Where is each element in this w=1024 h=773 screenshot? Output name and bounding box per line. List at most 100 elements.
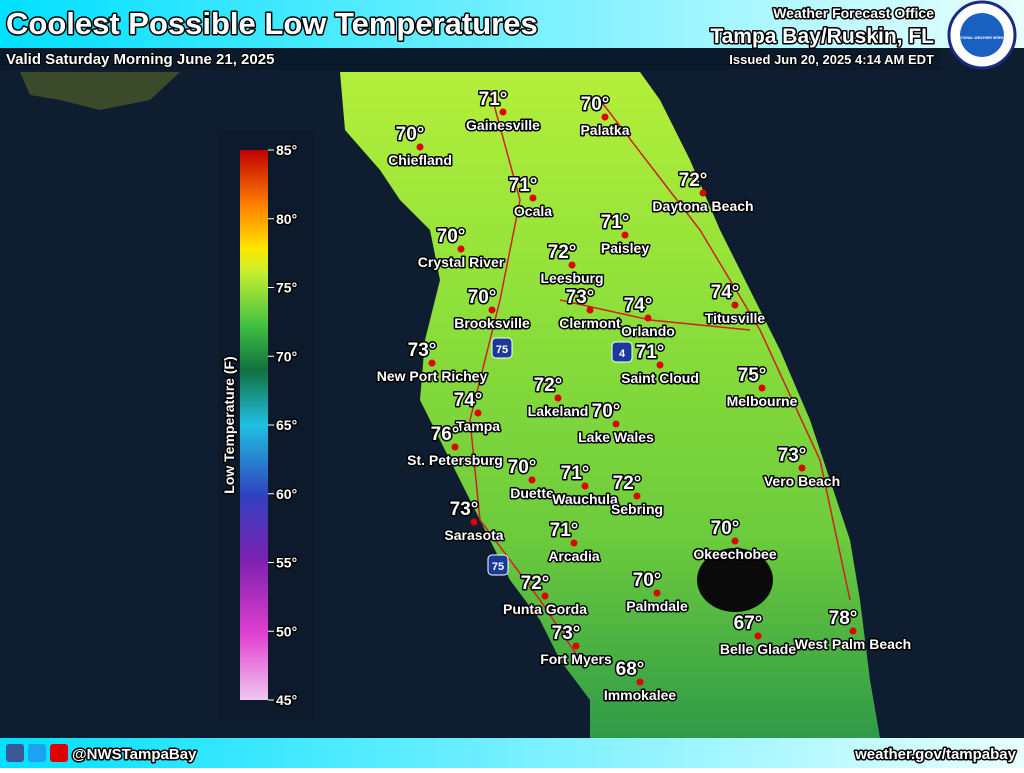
city-temp: 72°	[548, 242, 577, 263]
valid-time: Valid Saturday Morning June 21, 2025	[6, 51, 274, 68]
city-name: Sebring	[611, 501, 663, 517]
city-dot	[754, 632, 762, 640]
city-dot	[644, 314, 652, 322]
city-name: Saint Cloud	[621, 370, 699, 386]
interstate-number: 75	[496, 344, 508, 356]
city-dot	[798, 464, 806, 472]
interstate-number: 4	[619, 348, 626, 360]
city-dot	[499, 108, 507, 116]
city-name: Duette	[510, 485, 554, 501]
city-temp: 74°	[454, 390, 483, 411]
city-dot	[416, 143, 424, 151]
city-name: Arcadia	[548, 548, 600, 564]
legend-label: Low Temperature (F)	[221, 356, 237, 493]
city-name: Brooksville	[454, 315, 530, 331]
city-name: Palatka	[580, 122, 629, 138]
title: Coolest Possible Low Temperatures	[6, 6, 538, 41]
youtube-icon[interactable]	[50, 744, 68, 762]
city-dot	[570, 539, 578, 547]
city-name: Okeechobee	[693, 546, 776, 562]
city-dot	[470, 518, 478, 526]
city-dot	[621, 231, 629, 239]
city-temp: 67°	[734, 613, 763, 634]
city-dot	[554, 394, 562, 402]
website-url[interactable]: weather.gov/tampabay	[853, 745, 1019, 765]
city-temp: 73°	[552, 623, 581, 644]
city-temp: 78°	[829, 608, 858, 629]
subheader-bar	[0, 48, 940, 70]
city-dot	[568, 261, 576, 269]
city-name: Crystal River	[418, 254, 505, 270]
legend-tick-label: 70°	[276, 348, 297, 364]
city-dot	[428, 359, 436, 367]
city-temp: 72°	[534, 375, 563, 396]
city-dot	[758, 384, 766, 392]
twitter-icon[interactable]	[28, 744, 46, 762]
city-temp: 76°	[431, 424, 460, 445]
city-name: Punta Gorda	[503, 601, 587, 617]
city-dot	[529, 194, 537, 202]
city-name: Orlando	[621, 323, 675, 339]
city-dot	[528, 476, 536, 484]
city-name: Wauchula	[552, 491, 618, 507]
city-temp: 75°	[738, 365, 767, 386]
city-dot	[541, 592, 549, 600]
city-dot	[849, 627, 857, 635]
city-name: Lakeland	[528, 403, 589, 419]
city-name: Sarasota	[444, 527, 503, 543]
city-temp: 70°	[508, 457, 537, 478]
city-temp: 71°	[479, 89, 508, 110]
city-temp: 70°	[468, 287, 497, 308]
logo-text: NATIONAL WEATHER SERVICE	[956, 36, 1009, 40]
facebook-icon[interactable]	[6, 744, 24, 762]
city-dot	[488, 306, 496, 314]
city-dot	[636, 678, 644, 686]
city-temp: 72°	[613, 473, 642, 494]
city-temp: 72°	[521, 573, 550, 594]
city-temp: 68°	[616, 659, 645, 680]
office: Weather Forecast Office	[773, 5, 934, 21]
lake-okeechobee	[697, 548, 773, 612]
city-name: Immokalee	[604, 687, 677, 703]
city-temp: 70°	[633, 570, 662, 591]
city-temp: 73°	[778, 445, 807, 466]
city-dot	[633, 492, 641, 500]
city-dot	[581, 482, 589, 490]
city-temp: 70°	[396, 124, 425, 145]
city-dot	[601, 113, 609, 121]
city-temp: 70°	[581, 94, 610, 115]
nws-logo-inner	[960, 13, 1004, 57]
legend-tick-label: 85°	[276, 142, 297, 158]
city-temp: 73°	[566, 287, 595, 308]
legend-tick-label: 55°	[276, 555, 297, 571]
interstate-shield	[487, 554, 509, 576]
city-name: Belle Glade	[720, 641, 796, 657]
city-dot	[731, 301, 739, 309]
city-name: Chiefland	[388, 152, 452, 168]
city-dot	[572, 642, 580, 650]
city-name: West Palm Beach	[795, 636, 911, 652]
city-dot	[586, 306, 594, 314]
city-temp: 74°	[711, 282, 740, 303]
city-name: Lake Wales	[578, 429, 654, 445]
city-name: Melbourne	[727, 393, 798, 409]
social-handle[interactable]: @NWSTampaBay	[71, 745, 199, 765]
legend-tick-label: 65°	[276, 417, 297, 433]
city-dot	[731, 537, 739, 545]
footer-bar	[0, 738, 1024, 768]
city-temp: 71°	[550, 520, 579, 541]
legend-tick-label: 45°	[276, 692, 297, 708]
legend-tick-label: 75°	[276, 280, 297, 296]
city-temp: 74°	[624, 295, 653, 316]
city-dot	[653, 589, 661, 597]
city-temp: 71°	[601, 212, 630, 233]
interstate-shield	[491, 337, 513, 359]
city-dot	[457, 245, 465, 253]
city-name: Leesburg	[540, 270, 603, 286]
legend-tick-label: 60°	[276, 486, 297, 502]
land-panhandle	[20, 72, 180, 110]
city-temp: 71°	[561, 463, 590, 484]
city-name: Clermont	[559, 315, 621, 331]
city-temp: 73°	[450, 499, 479, 520]
color-bar	[240, 150, 268, 700]
